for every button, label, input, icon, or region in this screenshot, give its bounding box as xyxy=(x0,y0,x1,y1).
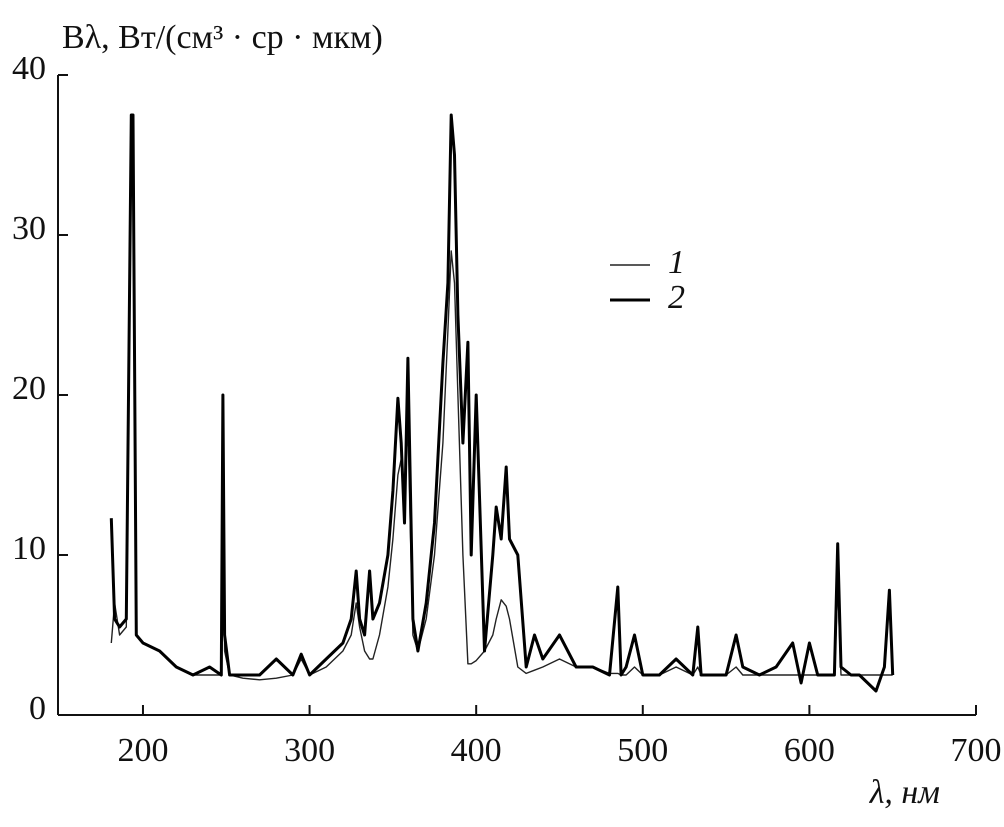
x-tick-label: 200 xyxy=(117,732,168,769)
x-tick-label: 700 xyxy=(951,732,1002,769)
legend-label: 2 xyxy=(668,279,685,316)
y-axis-label: Bλ, Вт/(см³ · ср · мкм) xyxy=(62,19,383,56)
series-line xyxy=(109,113,895,693)
y-tick-label: 40 xyxy=(12,50,46,87)
series-line xyxy=(110,122,893,681)
x-tick-label: 300 xyxy=(284,732,335,769)
y-tick-label: 0 xyxy=(29,690,46,727)
y-tick-label: 10 xyxy=(12,530,46,567)
legend-label: 1 xyxy=(668,244,685,281)
x-axis-label: λ, нм xyxy=(869,774,940,811)
y-tick-label: 30 xyxy=(12,210,46,247)
x-tick-label: 400 xyxy=(451,732,502,769)
x-tick-label: 600 xyxy=(784,732,835,769)
y-tick-label: 20 xyxy=(12,370,46,407)
x-tick-label: 500 xyxy=(617,732,668,769)
